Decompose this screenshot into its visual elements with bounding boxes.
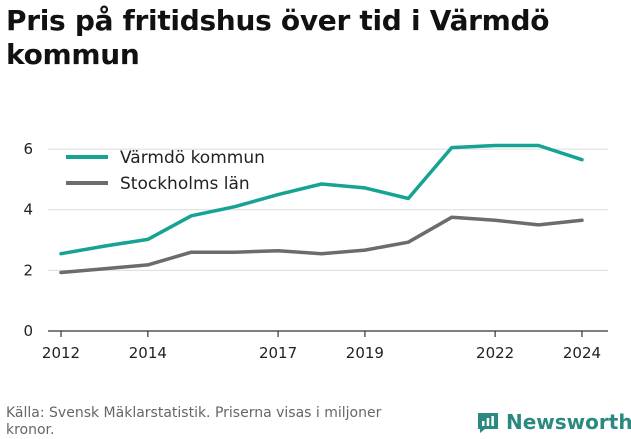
brand-logo: Newsworthy (476, 408, 631, 436)
line-chart: 0 2 4 6 2012 2014 2017 2019 2022 2024 Värmdö kom… (23, 140, 608, 362)
newsworthy-logo-icon (478, 413, 498, 433)
source-note: Källa: Svensk Mäklarstatistik. Priserna … (6, 405, 382, 438)
series-line-stockholms-lan (59, 215, 584, 275)
chart-title: Pris på fritidshus över tid i Värmdö kom… (6, 4, 550, 71)
series-line-varmdo-kommun (59, 143, 584, 256)
legend-label-stockholms-lan: Stockholms län (120, 174, 250, 194)
y-tick-label: 2 (23, 261, 33, 279)
series-lines (59, 143, 584, 275)
x-axis: 2012 2014 2017 2019 2022 2024 (42, 330, 608, 362)
y-tick-label: 4 (23, 201, 33, 219)
x-tick-label: 2014 (129, 344, 167, 362)
x-tick-label: 2017 (259, 344, 297, 362)
x-tick-label: 2022 (476, 344, 514, 362)
brand-name: Newsworthy (506, 410, 631, 434)
y-tick-label: 6 (23, 140, 33, 158)
y-tick-label: 0 (23, 322, 33, 340)
x-tick-label: 2019 (346, 344, 384, 362)
x-tick-label: 2012 (42, 344, 80, 362)
legend-label-varmdo-kommun: Värmdö kommun (120, 148, 265, 168)
legend: Värmdö kommun Stockholms län (66, 148, 265, 194)
grid-lines: 0 2 4 6 (23, 140, 608, 340)
x-tick-label: 2024 (563, 344, 601, 362)
